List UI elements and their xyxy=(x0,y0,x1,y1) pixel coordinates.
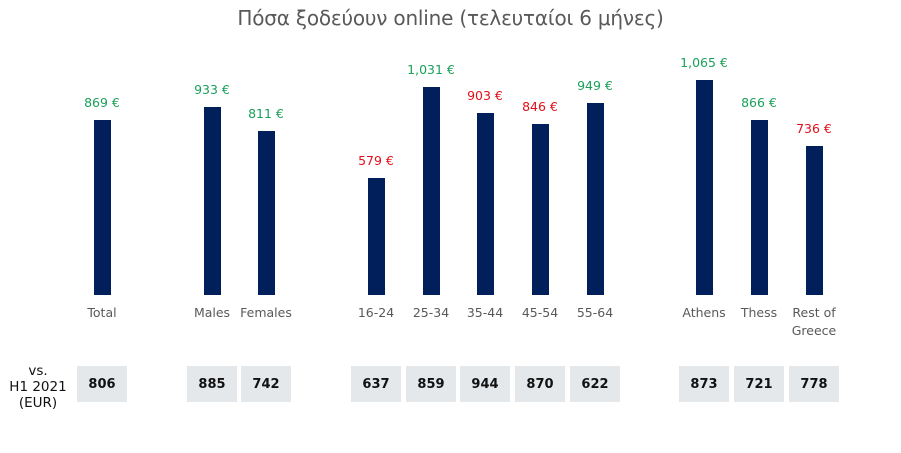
category-text: 35-44 xyxy=(466,305,504,320)
category-label: Rest of Greece xyxy=(774,304,854,340)
value-label: 811 € xyxy=(248,106,284,121)
category-text: 25-34 xyxy=(412,305,450,320)
bar-age-55-64 xyxy=(587,103,604,295)
category-text: Athens xyxy=(682,305,726,320)
bar-age-25-34 xyxy=(423,87,440,295)
value-label: 869 € xyxy=(84,95,120,110)
value-label: 903 € xyxy=(467,88,503,103)
bar-thess xyxy=(751,120,768,295)
comparison-value-box: 742 xyxy=(241,366,291,402)
comparison-label-line: vs. xyxy=(28,363,48,379)
category-label: 45-54 xyxy=(500,304,580,322)
bar-total xyxy=(94,120,111,295)
category-label: 35-44 xyxy=(445,304,525,322)
category-label: 25-34 xyxy=(391,304,471,322)
category-label: Total xyxy=(62,304,142,322)
bar-females xyxy=(258,131,275,295)
comparison-value-box: 870 xyxy=(515,366,565,402)
category-text: 45-54 xyxy=(521,305,559,320)
category-text: Males xyxy=(193,305,231,320)
category-label: 16-24 xyxy=(336,304,416,322)
comparison-value-box: 873 xyxy=(679,366,729,402)
value-label: 846 € xyxy=(522,99,558,114)
bar-rest-of-greece xyxy=(806,146,823,295)
comparison-value-box: 859 xyxy=(406,366,456,402)
category-label: Females xyxy=(226,304,306,322)
comparison-value-box: 778 xyxy=(789,366,839,402)
comparison-value-box: 885 xyxy=(187,366,237,402)
category-text: Thess xyxy=(740,305,778,320)
category-text: 16-24 xyxy=(357,305,395,320)
value-label: 1,031 € xyxy=(407,62,455,77)
comparison-value-box: 721 xyxy=(734,366,784,402)
comparison-value-box: 637 xyxy=(351,366,401,402)
value-label: 736 € xyxy=(796,121,832,136)
category-text: Females xyxy=(240,305,292,320)
value-label: 579 € xyxy=(358,153,394,168)
category-label: Thess xyxy=(719,304,799,322)
bar-athens xyxy=(696,80,713,295)
category-label: Athens xyxy=(664,304,744,322)
value-label: 949 € xyxy=(577,78,613,93)
bar-age-35-44 xyxy=(477,113,494,295)
comparison-label-line: H1 2021 xyxy=(9,379,67,395)
category-text-line2: Greece xyxy=(791,323,837,338)
bar-males xyxy=(204,107,221,295)
comparison-row-label: vs. H1 2021 (EUR) xyxy=(8,363,68,411)
comparison-label-line: (EUR) xyxy=(18,395,58,411)
category-text: Rest of xyxy=(792,305,836,320)
value-label: 1,065 € xyxy=(680,55,728,70)
value-label: 933 € xyxy=(194,82,230,97)
category-label: Males xyxy=(172,304,252,322)
comparison-value-box: 622 xyxy=(570,366,620,402)
bar-age-45-54 xyxy=(532,124,549,295)
value-label: 866 € xyxy=(741,95,777,110)
chart-title: Πόσα ξοδεύουν online (τελευταίοι 6 μήνες… xyxy=(237,6,664,30)
category-text: 55-64 xyxy=(576,305,614,320)
comparison-value-box: 944 xyxy=(460,366,510,402)
bar-age-16-24 xyxy=(368,178,385,295)
comparison-value-box: 806 xyxy=(77,366,127,402)
category-text: Total xyxy=(87,305,117,320)
category-label: 55-64 xyxy=(555,304,635,322)
